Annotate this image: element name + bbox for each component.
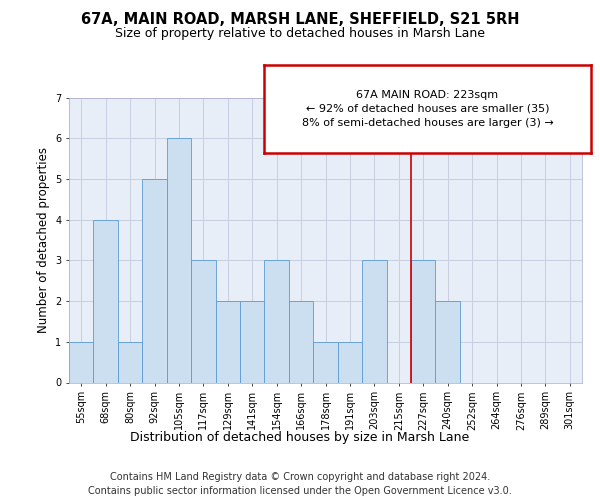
Bar [191,260,215,382]
Text: Size of property relative to detached houses in Marsh Lane: Size of property relative to detached ho… [115,28,485,40]
Text: 67A MAIN ROAD: 223sqm
← 92% of detached houses are smaller (35)
8% of semi-detac: 67A MAIN ROAD: 223sqm ← 92% of detached … [302,90,553,128]
Y-axis label: Number of detached properties: Number of detached properties [37,147,50,333]
Bar [436,301,460,382]
Text: Contains HM Land Registry data © Crown copyright and database right 2024.
Contai: Contains HM Land Registry data © Crown c… [88,472,512,496]
Bar [265,260,289,382]
Bar [118,342,142,382]
Text: Distribution of detached houses by size in Marsh Lane: Distribution of detached houses by size … [130,431,470,444]
Bar [338,342,362,382]
Bar [142,179,167,382]
Text: 67A, MAIN ROAD, MARSH LANE, SHEFFIELD, S21 5RH: 67A, MAIN ROAD, MARSH LANE, SHEFFIELD, S… [81,12,519,28]
Bar [240,301,265,382]
Bar [215,301,240,382]
Bar [411,260,436,382]
Bar [362,260,386,382]
Bar [94,220,118,382]
Bar [69,342,94,382]
Bar [313,342,338,382]
Bar [167,138,191,382]
Bar [289,301,313,382]
